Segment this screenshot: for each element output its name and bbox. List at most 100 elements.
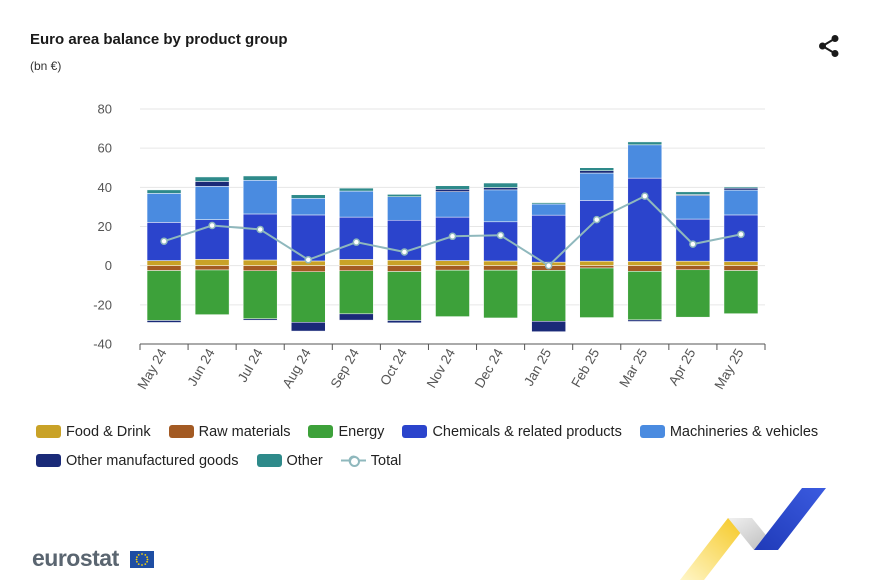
legend-item-other-manufactured[interactable]: Other manufactured goods bbox=[36, 453, 239, 469]
bar-segment-other[interactable] bbox=[531, 202, 566, 205]
legend-item-total[interactable]: Total bbox=[340, 453, 401, 469]
bar-segment-machinery[interactable] bbox=[194, 186, 230, 220]
bar-segment-machinery[interactable] bbox=[339, 190, 374, 218]
bar-segment-food[interactable] bbox=[675, 260, 711, 266]
legend-item-raw-materials[interactable]: Raw materials bbox=[168, 424, 290, 440]
bar-segment-other[interactable] bbox=[339, 187, 374, 192]
bar-segment-energy[interactable] bbox=[579, 267, 614, 318]
bar-segment-othermfg[interactable] bbox=[339, 313, 374, 321]
bar-segment-othermfg[interactable] bbox=[291, 322, 326, 332]
bar-segment-othermfg[interactable] bbox=[387, 320, 422, 324]
bar-segment-chemicals[interactable] bbox=[291, 214, 326, 262]
bar-segment-energy[interactable] bbox=[531, 270, 566, 322]
bar-segment-other[interactable] bbox=[723, 186, 759, 189]
bar-segment-machinery[interactable] bbox=[483, 189, 518, 223]
total-point[interactable] bbox=[208, 221, 216, 230]
bar-segment-raw[interactable] bbox=[723, 265, 759, 271]
bar-segment-other[interactable] bbox=[675, 191, 711, 195]
legend-item-chemicals[interactable]: Chemicals & related products bbox=[402, 424, 622, 440]
bar-segment-machinery[interactable] bbox=[579, 172, 614, 201]
bar-segment-othermfg[interactable] bbox=[579, 170, 614, 174]
bar-segment-raw[interactable] bbox=[146, 265, 182, 271]
bar-segment-othermfg[interactable] bbox=[627, 319, 663, 322]
bar-segment-chemicals[interactable] bbox=[627, 177, 663, 262]
bar-segment-othermfg[interactable] bbox=[242, 318, 278, 321]
total-point[interactable] bbox=[592, 215, 601, 224]
bar-segment-other[interactable] bbox=[435, 185, 470, 190]
bar-segment-othermfg[interactable] bbox=[723, 187, 759, 191]
bar-segment-othermfg[interactable] bbox=[531, 321, 566, 332]
total-point[interactable] bbox=[304, 256, 313, 264]
bar-segment-food[interactable] bbox=[146, 260, 182, 266]
total-point[interactable] bbox=[352, 238, 361, 246]
bar-segment-machinery[interactable] bbox=[675, 195, 711, 220]
bar-segment-raw[interactable] bbox=[194, 265, 230, 271]
bar-segment-food[interactable] bbox=[339, 259, 374, 266]
bar-segment-raw[interactable] bbox=[242, 265, 278, 272]
bar-segment-food[interactable] bbox=[723, 261, 759, 266]
bar-segment-raw[interactable] bbox=[339, 265, 374, 272]
bar-segment-chemicals[interactable] bbox=[483, 221, 518, 262]
bar-segment-machinery[interactable] bbox=[435, 191, 470, 218]
bar-segment-food[interactable] bbox=[579, 260, 614, 266]
bar-segment-food[interactable] bbox=[242, 259, 278, 266]
bar-segment-other[interactable] bbox=[146, 189, 182, 194]
bar-segment-machinery[interactable] bbox=[146, 193, 182, 223]
bar-segment-other[interactable] bbox=[242, 175, 278, 181]
bar-segment-food[interactable] bbox=[627, 261, 663, 266]
bar-segment-other[interactable] bbox=[194, 176, 230, 182]
bar-segment-energy[interactable] bbox=[387, 271, 422, 321]
total-point[interactable] bbox=[448, 232, 457, 241]
bar-segment-raw[interactable] bbox=[291, 265, 326, 272]
bar-segment-machinery[interactable] bbox=[242, 180, 278, 215]
bar-segment-energy[interactable] bbox=[435, 269, 470, 317]
bar-segment-chemicals[interactable] bbox=[339, 216, 374, 260]
bar-segment-othermfg[interactable] bbox=[146, 320, 182, 323]
bar-segment-energy[interactable] bbox=[483, 269, 518, 319]
total-point[interactable] bbox=[256, 225, 264, 234]
bar-segment-chemicals[interactable] bbox=[675, 218, 711, 262]
bar-segment-other[interactable] bbox=[627, 141, 663, 146]
bar-segment-food[interactable] bbox=[435, 260, 470, 266]
bar-segment-other[interactable] bbox=[483, 182, 518, 188]
bar-segment-energy[interactable] bbox=[675, 269, 711, 318]
bar-segment-food[interactable] bbox=[194, 259, 230, 266]
bar-segment-other[interactable] bbox=[291, 194, 326, 199]
legend-item-other[interactable]: Other bbox=[256, 453, 323, 469]
legend-item-food[interactable]: Food & Drink bbox=[36, 424, 151, 440]
total-point[interactable] bbox=[160, 237, 168, 245]
bar-segment-energy[interactable] bbox=[339, 270, 374, 315]
bar-segment-energy[interactable] bbox=[627, 271, 663, 321]
bar-segment-othermfg[interactable] bbox=[194, 181, 230, 187]
bar-segment-machinery[interactable] bbox=[387, 196, 422, 221]
bar-segment-food[interactable] bbox=[387, 259, 422, 266]
bar-segment-energy[interactable] bbox=[291, 271, 326, 323]
bar-segment-raw[interactable] bbox=[387, 265, 422, 272]
bar-segment-machinery[interactable] bbox=[291, 198, 326, 216]
legend-item-machinery[interactable]: Machineries & vehicles bbox=[639, 424, 818, 440]
bar-segment-energy[interactable] bbox=[723, 270, 759, 314]
total-point[interactable] bbox=[641, 192, 649, 200]
bar-segment-machinery[interactable] bbox=[531, 203, 566, 216]
bar-segment-energy[interactable] bbox=[242, 270, 278, 319]
bar-segment-machinery[interactable] bbox=[627, 144, 663, 179]
bar-segment-raw[interactable] bbox=[483, 265, 518, 271]
bar-segment-chemicals[interactable] bbox=[723, 214, 759, 262]
total-point[interactable] bbox=[544, 261, 553, 270]
share-icon[interactable] bbox=[816, 33, 842, 59]
bar-segment-other[interactable] bbox=[387, 194, 422, 197]
bar-segment-other[interactable] bbox=[579, 167, 614, 171]
bar-segment-raw[interactable] bbox=[435, 265, 470, 271]
bar-segment-raw[interactable] bbox=[579, 265, 614, 269]
bar-segment-energy[interactable] bbox=[146, 270, 182, 321]
bar-segment-machinery[interactable] bbox=[723, 189, 759, 216]
total-point[interactable] bbox=[400, 248, 409, 256]
total-point[interactable] bbox=[737, 230, 745, 239]
bar-segment-othermfg[interactable] bbox=[483, 187, 518, 191]
total-point[interactable] bbox=[496, 231, 505, 240]
bar-segment-raw[interactable] bbox=[675, 265, 711, 271]
bar-segment-raw[interactable] bbox=[627, 265, 663, 272]
bar-segment-food[interactable] bbox=[483, 260, 518, 266]
bar-segment-energy[interactable] bbox=[194, 269, 230, 315]
total-point[interactable] bbox=[689, 240, 697, 248]
